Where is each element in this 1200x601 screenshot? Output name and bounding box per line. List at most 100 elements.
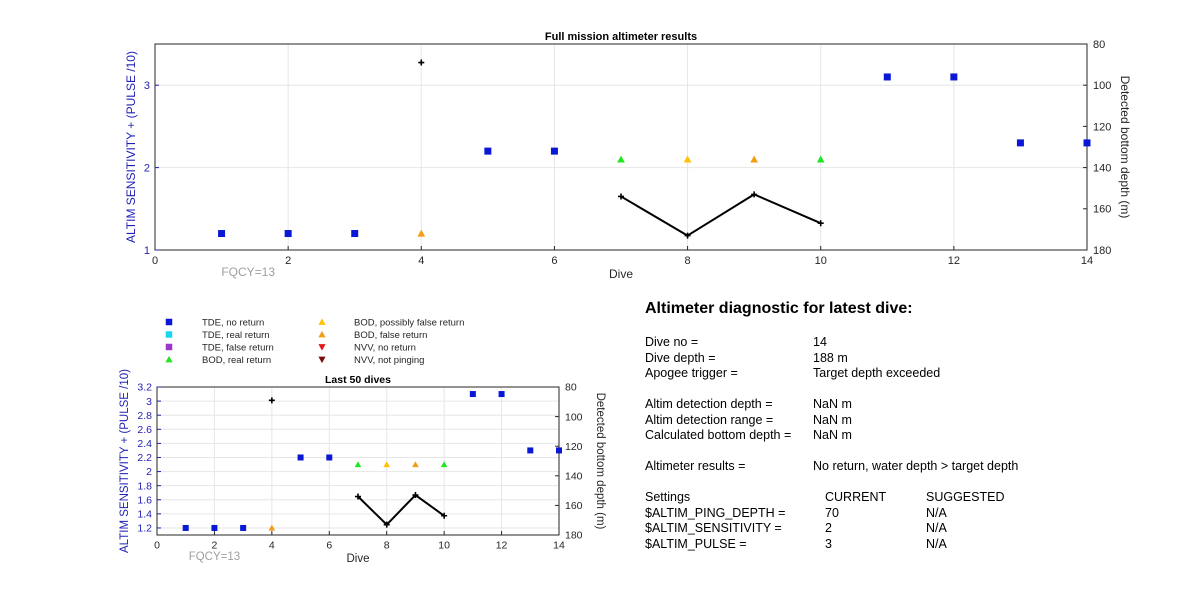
y-right-tick-label: 160 — [1093, 204, 1111, 216]
data-point-tde_no_return — [484, 147, 492, 155]
data-point-tde_no_return — [950, 73, 958, 81]
setting-name: $ALTIM_PING_DEPTH = — [645, 505, 786, 520]
bottom-depth-point — [618, 193, 624, 200]
fqcy-annotation: FQCY=13 — [221, 265, 275, 279]
y-tick-label: 2.4 — [137, 438, 152, 450]
y-right-tick-label: 80 — [565, 382, 577, 394]
bottom-depth-point — [383, 521, 390, 528]
current-header: CURRENT — [825, 490, 887, 504]
y-right-tick-label: 180 — [565, 530, 583, 542]
y-right-tick-label: 120 — [1093, 121, 1111, 133]
data-point-tde_no_return — [550, 147, 558, 155]
setting-suggested: N/A — [926, 521, 947, 535]
settings-label: Settings — [645, 490, 691, 504]
data-point-tde_false_return — [165, 343, 173, 351]
y-right-tick-label: 120 — [565, 441, 583, 453]
bottom-depth-segment — [385, 494, 417, 526]
diagnostic-title: Altimeter diagnostic for latest dive: — [645, 300, 913, 317]
bottom-depth-point — [817, 220, 824, 227]
data-point-tde_no_return — [527, 447, 534, 454]
y-right-tick-label: 140 — [565, 470, 583, 482]
y-right-axis-label: Detected bottom depth (m) — [1118, 76, 1132, 219]
data-point-tde_no_return — [351, 230, 359, 238]
altim-depth-label: Altim detection depth = — [645, 397, 773, 411]
legend-label: NVV, no return — [354, 343, 416, 354]
setting-suggested: N/A — [926, 505, 947, 520]
setting-pulse-row: $ALTIM_PULSE = 3 N/A — [645, 537, 1165, 553]
altim-range-label: Altim detection range = — [645, 412, 774, 427]
x-tick-label: 4 — [418, 255, 424, 267]
data-point-bod_real_return — [165, 355, 173, 363]
legend-label: BOD, real return — [202, 355, 271, 366]
apogee-value: Target depth exceeded — [813, 366, 941, 380]
data-point-tde_no_return — [498, 391, 505, 398]
data-point-tde_no_return — [326, 454, 333, 461]
y-tick-label: 2 — [144, 162, 150, 174]
y-tick-label: 1.4 — [137, 509, 152, 521]
bottom-depth-segment — [687, 193, 755, 237]
data-point-tde_no_return — [211, 524, 218, 531]
apogee-label: Apogee trigger = — [645, 366, 738, 380]
x-axis-label: Dive — [346, 553, 369, 565]
y-tick-label: 1.6 — [137, 494, 152, 506]
dive-no-value: 14 — [813, 335, 827, 349]
y-tick-label: 1 — [144, 245, 150, 257]
setting-name: $ALTIM_SENSITIVITY = — [645, 521, 782, 535]
data-point-nvv_no_return — [318, 344, 326, 351]
legend-label: TDE, no return — [202, 318, 264, 329]
data-point-nvv_not_pinging — [318, 356, 326, 364]
setting-current: 70 — [825, 505, 839, 520]
y-axis-label: ALTIM SENSITIVITY + (PULSE /10) — [119, 369, 131, 553]
y-right-tick-label: 140 — [1093, 162, 1111, 174]
data-point-bod_real_return — [816, 155, 825, 163]
last-50-dives-chart: 0 2 4 6 8 10 12 14 1.2 1.4 1.6 1.8 2 2.2 2.4 2.6 2.8 3 3.2… — [119, 369, 606, 565]
bottom-depth-point — [268, 397, 275, 404]
x-tick-label: 12 — [948, 255, 960, 267]
bottom-depth-segment — [620, 195, 689, 237]
y-tick-label: 3 — [146, 396, 152, 408]
bottom-depth-point — [418, 59, 425, 66]
y-tick-label: 3.2 — [137, 382, 152, 394]
y-right-axis-label: Detected bottom depth (m) — [594, 393, 606, 530]
altim-depth-row: Altim detection depth = NaN m — [645, 397, 1165, 413]
data-point-bod_real_return — [617, 155, 625, 163]
data-point-bod_possibly_false — [383, 461, 391, 468]
dive-no-row: Dive no = 14 — [645, 335, 1165, 351]
altim-range-row: Altim detection range = NaN m — [645, 413, 1165, 429]
spacer — [645, 444, 1165, 460]
x-tick-label: 14 — [553, 540, 565, 552]
data-point-tde_no_return — [240, 524, 247, 531]
y-right-tick-label: 100 — [1093, 80, 1111, 92]
bottom-depth-segment — [357, 495, 388, 526]
data-point-bod_real_return — [354, 461, 362, 468]
legend-label: TDE, real return — [202, 330, 270, 341]
chart-title: Last 50 dives — [325, 374, 391, 386]
dive-depth-row: Dive depth = 188 m — [645, 351, 1165, 367]
legend-label: NVV, not pinging — [354, 355, 424, 366]
setting-ping-depth-row: $ALTIM_PING_DEPTH = 70 N/A — [645, 506, 1165, 522]
data-point-tde_no_return — [469, 391, 476, 398]
y-tick-label: 3 — [144, 80, 150, 92]
y-axis-label: ALTIM SENSITIVITY + (PULSE /10) — [124, 51, 138, 243]
bottom-depth-point — [412, 492, 419, 499]
y-right-tick-label: 80 — [1093, 39, 1105, 51]
x-tick-label: 6 — [551, 255, 557, 267]
x-tick-label: 8 — [384, 540, 390, 552]
plot-frame — [156, 386, 560, 536]
calc-depth-row: Calculated bottom depth = NaN m — [645, 428, 1165, 444]
data-point-tde_no_return — [165, 318, 173, 326]
data-point-tde_no_return — [182, 524, 189, 531]
y-tick-label: 1.8 — [137, 480, 152, 492]
results-label: Altimeter results = — [645, 459, 746, 473]
bottom-depth-point — [355, 493, 361, 500]
data-point-tde_no_return — [284, 230, 292, 238]
x-tick-label: 0 — [152, 255, 158, 267]
spacer — [645, 475, 1165, 491]
data-point-tde_no_return — [297, 454, 304, 461]
data-point-bod_false_return — [318, 330, 326, 338]
bottom-depth-point — [684, 232, 691, 239]
setting-sensitivity-row: $ALTIM_SENSITIVITY = 2 N/A — [645, 521, 1165, 537]
x-tick-label: 12 — [496, 540, 508, 552]
data-point-tde_no_return — [1083, 139, 1091, 147]
